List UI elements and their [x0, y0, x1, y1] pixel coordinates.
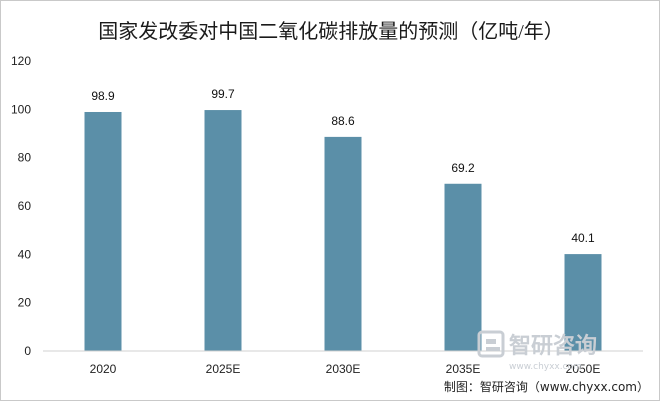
data-label-2050E: 40.1	[571, 231, 595, 245]
bar-2030E	[324, 136, 362, 351]
watermark-name: 智研咨询	[509, 333, 597, 359]
bar-2020	[84, 111, 122, 351]
chyxx-logo-icon	[477, 330, 505, 358]
x-tick-label: 2025E	[206, 362, 241, 376]
chart-title: 国家发改委对中国二氧化碳排放量的预测（亿吨/年）	[98, 20, 564, 43]
x-axis: 2020 2025E 2030E 2035E 2050E	[90, 362, 601, 376]
watermark-url: www.chyxx.com	[509, 362, 582, 372]
data-label-2030E: 88.6	[331, 114, 355, 128]
data-label-2020: 98.9	[91, 89, 115, 103]
credit-text: 制图：智研咨询（www.chyxx.com）	[444, 379, 649, 394]
y-tick-label: 40	[18, 247, 32, 261]
x-tick-label: 2035E	[446, 362, 481, 376]
y-tick-label: 80	[18, 151, 32, 165]
bar-2050E	[564, 254, 602, 351]
x-tick-label: 2020	[90, 362, 117, 376]
bar-2025E	[204, 110, 242, 351]
y-tick-label: 100	[11, 102, 31, 116]
bars-group	[84, 110, 602, 351]
watermark: 智研咨询 www.chyxx.com	[477, 330, 597, 372]
x-tick-label: 2030E	[326, 362, 361, 376]
x-tick-label: 2050E	[566, 362, 601, 376]
y-tick-label: 0	[24, 344, 31, 358]
data-label-2025E: 99.7	[211, 87, 235, 101]
y-tick-label: 60	[18, 199, 32, 213]
bar-2035E	[444, 183, 482, 351]
y-axis: 0 20 40 60 80 100 120	[11, 54, 31, 358]
data-labels-group: 98.9 99.7 88.6 69.2 40.1	[91, 87, 595, 245]
y-tick-label: 120	[11, 54, 31, 68]
data-label-2035E: 69.2	[451, 161, 475, 175]
y-tick-label: 20	[18, 296, 32, 310]
